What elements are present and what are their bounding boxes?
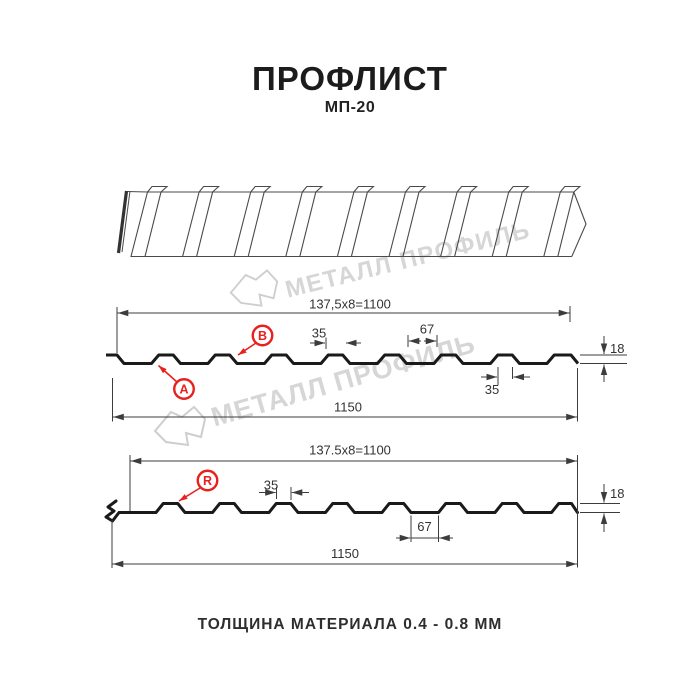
- callout-r: R: [178, 469, 219, 502]
- page-subtitle: МП-20: [324, 99, 376, 116]
- dim-rib-bottom-top: 35: [485, 382, 499, 397]
- callout-b: B: [237, 324, 274, 356]
- dim-pitch-top: 137,5x8=1100: [309, 297, 391, 312]
- dimensions-top-diagram: [112, 306, 627, 422]
- dim-height-bottom: 18: [610, 486, 624, 501]
- metall-profil-logo-icon: [229, 269, 279, 307]
- profile-bottom-cross-section: [104, 499, 579, 523]
- dim-valley-bottom: 67: [417, 519, 431, 534]
- dim-crest-top: 35: [312, 326, 326, 341]
- dimensions-bottom-diagram: [111, 455, 620, 568]
- dim-height-top: 18: [610, 341, 624, 356]
- dim-valley-top: 67: [420, 322, 434, 337]
- page-title: ПРОФЛИСТ: [252, 60, 448, 97]
- dim-width-bottom: 1150: [331, 546, 359, 561]
- callout-b-label: B: [258, 329, 267, 343]
- profile-top-cross-section: [106, 353, 580, 365]
- callout-a: A: [157, 364, 195, 400]
- callout-r-label: R: [203, 474, 212, 488]
- callout-a-label: A: [179, 382, 188, 396]
- sheet-3d-drawing: [116, 185, 587, 258]
- material-thickness-note: ТОЛЩИНА МАТЕРИАЛА 0.4 - 0.8 ММ: [197, 616, 503, 633]
- dim-width-top: 1150: [334, 400, 362, 415]
- dim-pitch-bottom: 137.5x8=1100: [309, 443, 391, 458]
- metall-profil-logo-icon: [153, 405, 207, 447]
- dim-crest-bottom: 35: [264, 478, 278, 493]
